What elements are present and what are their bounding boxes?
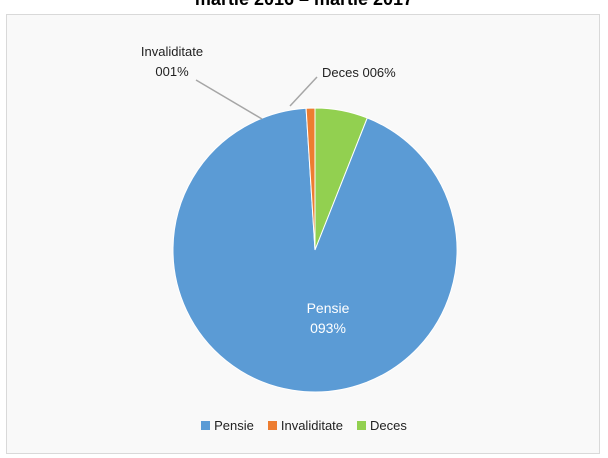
pie-slice-invaliditate: [305, 107, 316, 251]
chart-title: martie 2016 – martie 2017: [0, 0, 608, 10]
legend-swatch-invaliditate: [267, 421, 277, 430]
legend-label-pensie: Pensie: [214, 418, 254, 433]
label-deces: Deces 006%: [322, 65, 396, 80]
label-invaliditate-value: 001%: [155, 64, 189, 79]
label-invaliditate-name: Invaliditate: [141, 44, 203, 59]
legend: Pensie Invaliditate Deces: [0, 418, 608, 433]
leader-line-invaliditate: [195, 79, 263, 120]
legend-item-deces: Deces: [357, 418, 407, 433]
leader-line-deces: [289, 76, 318, 107]
legend-label-deces: Deces: [370, 418, 407, 433]
label-pensie-name: Pensie: [307, 300, 350, 316]
legend-item-pensie: Pensie: [201, 418, 254, 433]
pie-slice-pensie: [172, 107, 458, 393]
label-pensie-value: 093%: [310, 320, 346, 336]
legend-swatch-pensie: [201, 421, 211, 430]
legend-item-invaliditate: Invaliditate: [267, 418, 344, 433]
legend-swatch-deces: [357, 421, 367, 430]
legend-label-invaliditate: Invaliditate: [280, 418, 344, 433]
